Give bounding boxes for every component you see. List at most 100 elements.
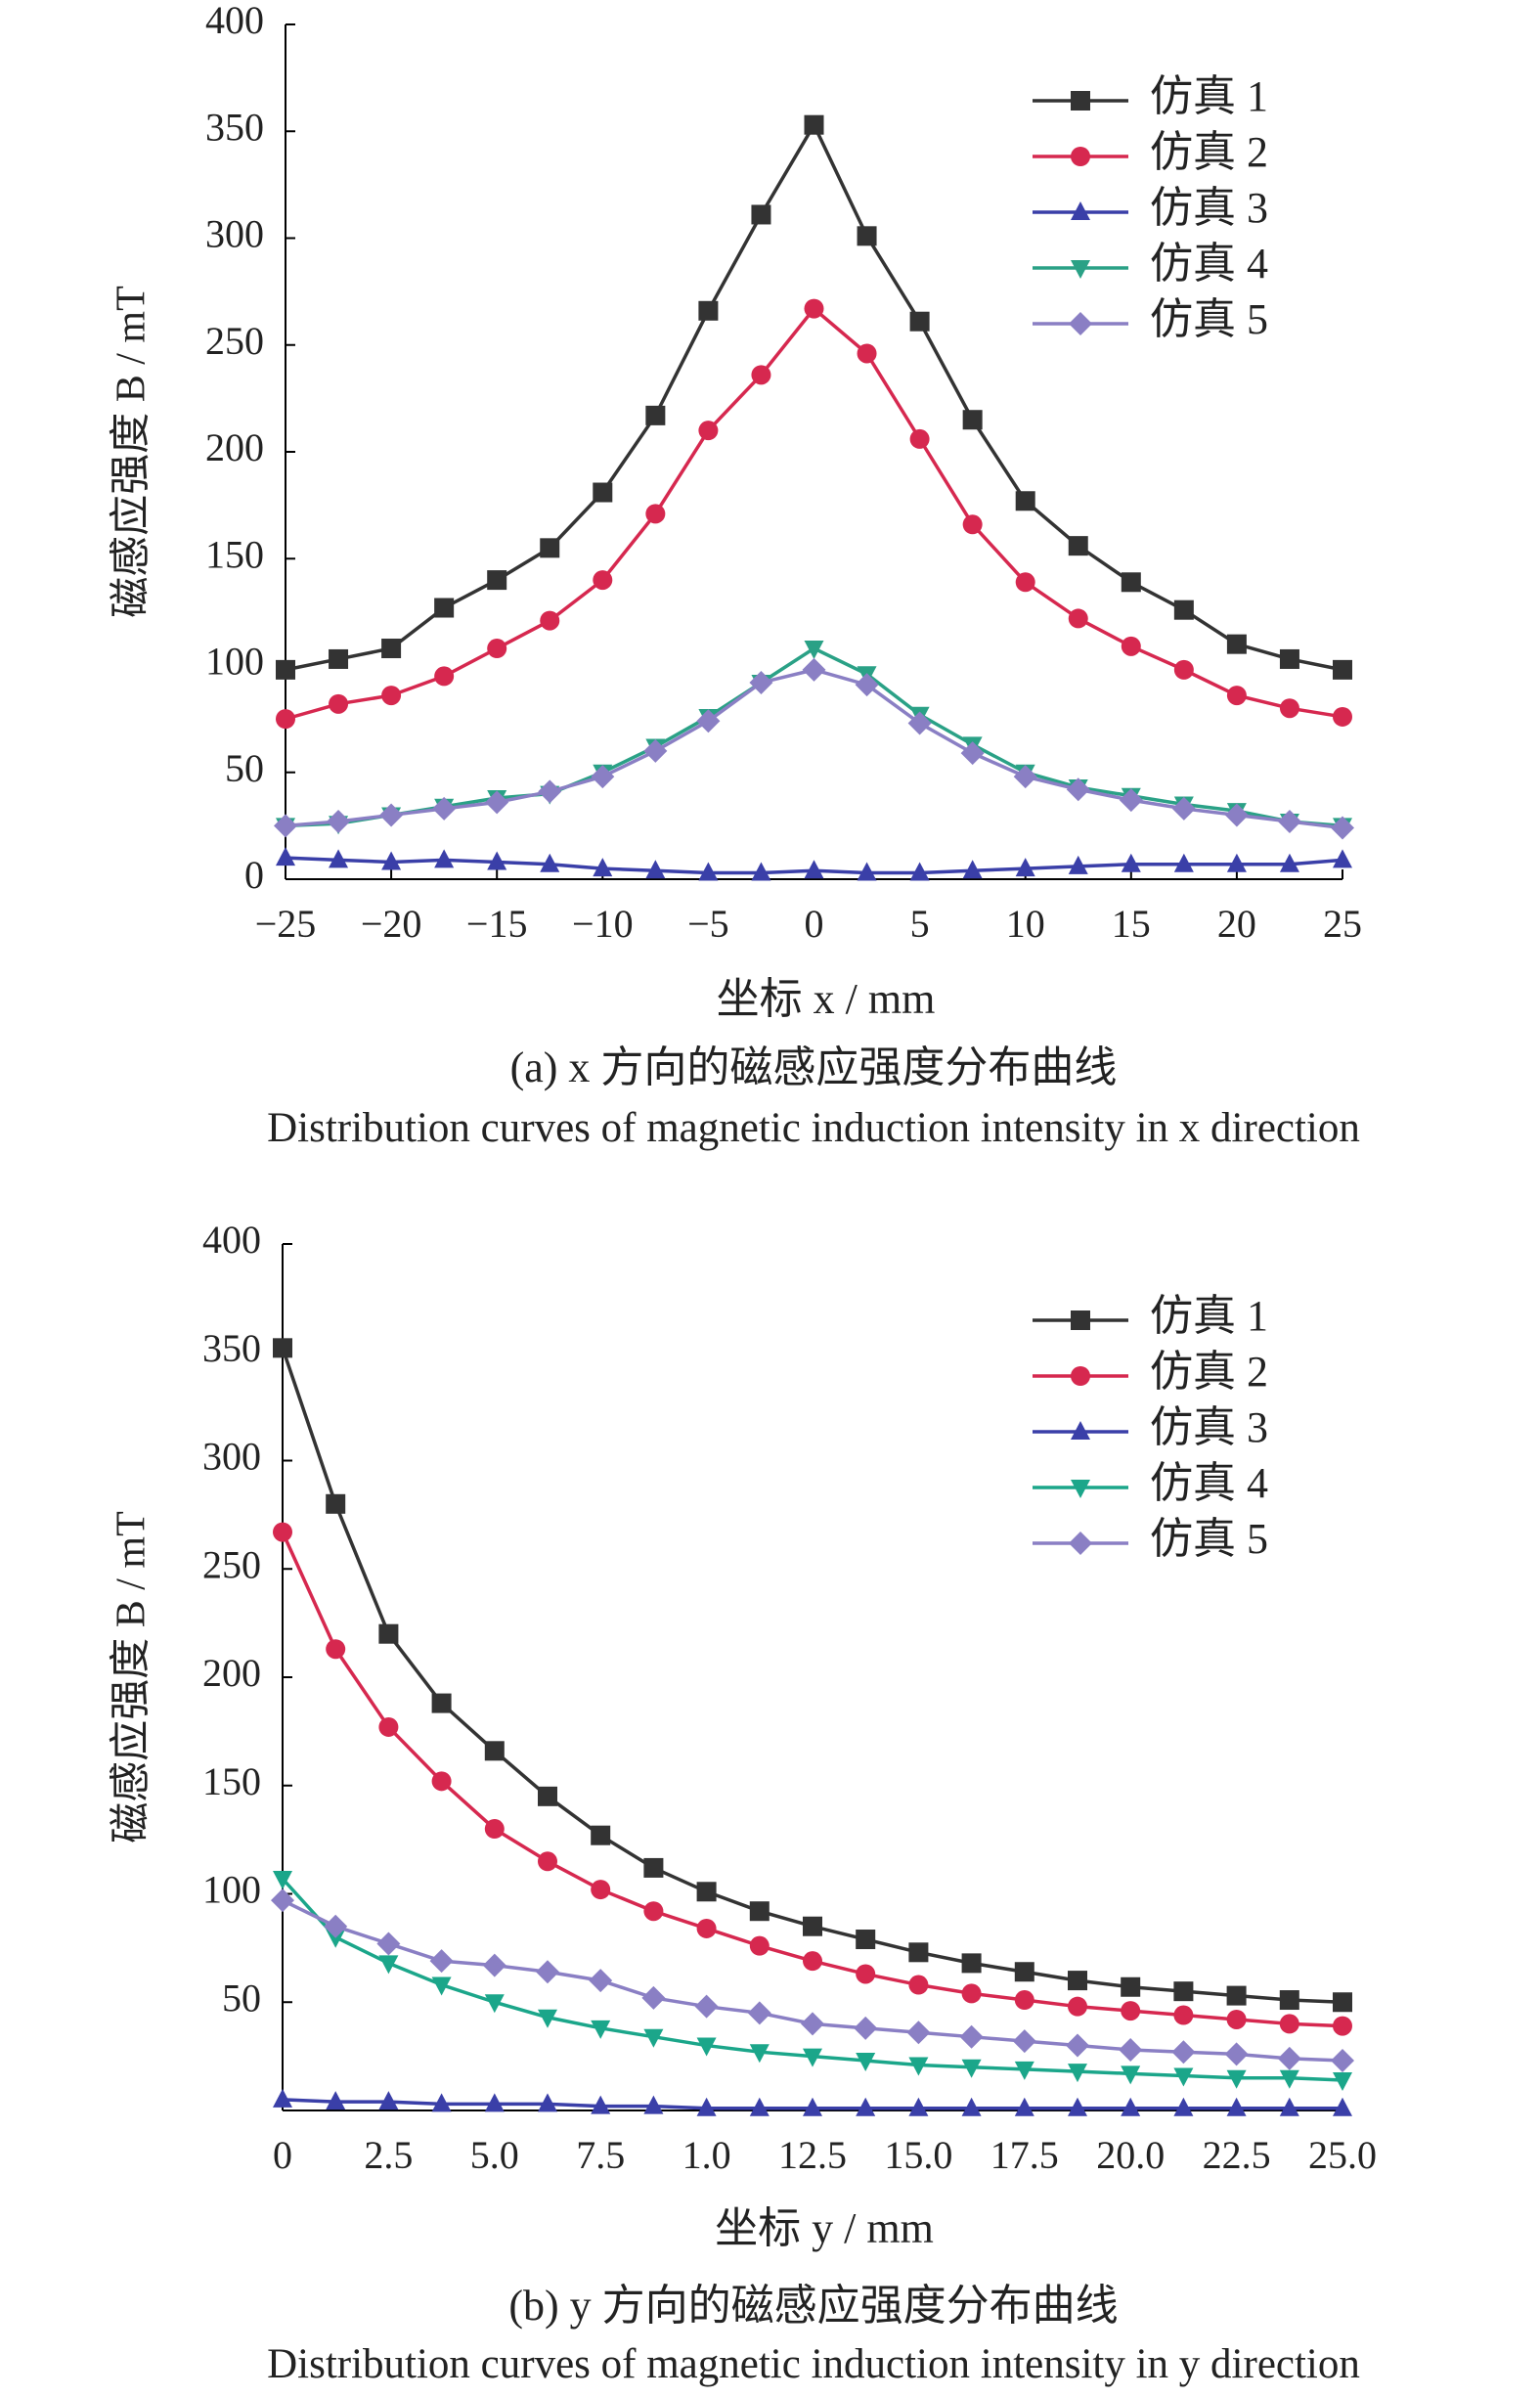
marker bbox=[431, 1693, 452, 1713]
y-tick-label: 400 bbox=[202, 1218, 261, 1262]
marker bbox=[1279, 853, 1299, 872]
marker bbox=[540, 610, 560, 631]
marker bbox=[538, 2093, 557, 2112]
marker bbox=[856, 1930, 876, 1950]
marker bbox=[1068, 2097, 1087, 2116]
marker bbox=[641, 1985, 666, 2010]
marker bbox=[698, 862, 719, 881]
marker bbox=[1071, 201, 1090, 220]
x-tick-label: 0 bbox=[273, 2133, 292, 2177]
legend-label: 仿真 3 bbox=[1150, 1403, 1268, 1451]
marker bbox=[540, 538, 560, 558]
marker bbox=[962, 410, 983, 430]
x-tick-label: 22.5 bbox=[1203, 2133, 1271, 2177]
x-tick-label: 0 bbox=[805, 902, 824, 946]
marker bbox=[643, 738, 668, 763]
marker bbox=[273, 1870, 292, 1889]
x-tick-label: 10 bbox=[1006, 902, 1045, 946]
marker bbox=[694, 1994, 719, 2019]
marker bbox=[747, 2001, 771, 2025]
marker bbox=[1333, 2071, 1352, 2091]
marker bbox=[1333, 1992, 1352, 2013]
marker bbox=[643, 2028, 664, 2048]
marker bbox=[1119, 788, 1143, 813]
marker bbox=[538, 2009, 557, 2028]
marker bbox=[589, 1969, 613, 1993]
marker bbox=[804, 298, 824, 319]
marker bbox=[749, 1901, 770, 1922]
marker bbox=[696, 709, 721, 733]
marker bbox=[854, 2016, 878, 2040]
marker bbox=[593, 482, 613, 503]
x-tick-label: 12.5 bbox=[778, 2133, 847, 2177]
marker bbox=[381, 686, 402, 706]
marker bbox=[1068, 608, 1088, 629]
marker bbox=[538, 1786, 557, 1806]
x-axis-title: 坐标 y / mm bbox=[715, 2204, 934, 2252]
marker bbox=[1226, 686, 1247, 706]
marker bbox=[1121, 2065, 1141, 2085]
marker bbox=[1226, 1985, 1247, 2006]
marker bbox=[1015, 858, 1035, 877]
marker bbox=[751, 862, 771, 881]
x-tick-label: 2.5 bbox=[364, 2133, 413, 2177]
marker bbox=[327, 810, 351, 834]
marker bbox=[1277, 2046, 1301, 2070]
marker bbox=[1173, 853, 1194, 872]
marker bbox=[276, 659, 295, 680]
marker bbox=[1279, 1990, 1299, 2011]
marker bbox=[593, 570, 613, 591]
y-tick-label: 0 bbox=[244, 853, 264, 897]
x-tick-label: −10 bbox=[572, 902, 634, 946]
marker bbox=[484, 1741, 505, 1761]
x-tick-label: −5 bbox=[687, 902, 729, 946]
marker bbox=[909, 428, 930, 449]
marker bbox=[643, 1901, 664, 1922]
marker bbox=[1121, 1976, 1141, 1997]
legend-label: 仿真 3 bbox=[1150, 184, 1268, 232]
y-tick-label: 200 bbox=[205, 425, 264, 469]
marker bbox=[857, 226, 877, 246]
marker bbox=[803, 1951, 822, 1972]
marker bbox=[1333, 2016, 1352, 2036]
marker bbox=[538, 1851, 557, 1872]
marker bbox=[591, 2020, 611, 2039]
y-tick-label: 250 bbox=[202, 1542, 261, 1586]
marker bbox=[540, 853, 560, 872]
marker bbox=[857, 862, 877, 881]
marker bbox=[1015, 572, 1035, 593]
marker bbox=[1226, 2009, 1247, 2029]
marker bbox=[1173, 600, 1194, 620]
legend-label: 仿真 4 bbox=[1150, 240, 1268, 288]
marker bbox=[1226, 634, 1247, 654]
marker bbox=[485, 790, 509, 815]
marker bbox=[908, 1942, 929, 1963]
marker bbox=[381, 851, 402, 870]
x-tick-label: 5.0 bbox=[470, 2133, 519, 2177]
marker bbox=[696, 2097, 717, 2116]
marker bbox=[909, 862, 930, 881]
y-tick-label: 300 bbox=[205, 212, 264, 256]
y-tick-label: 50 bbox=[222, 1976, 261, 2020]
marker bbox=[273, 1338, 292, 1358]
marker bbox=[276, 847, 295, 866]
marker bbox=[801, 2012, 824, 2036]
marker bbox=[1015, 491, 1035, 511]
y-tick-label: 200 bbox=[202, 1651, 261, 1695]
marker bbox=[482, 1953, 506, 1977]
marker bbox=[1226, 853, 1247, 872]
marker bbox=[381, 639, 402, 659]
marker bbox=[593, 858, 613, 877]
marker bbox=[326, 2091, 346, 2110]
y-tick-label: 350 bbox=[202, 1326, 261, 1370]
marker bbox=[1333, 659, 1352, 680]
marker bbox=[1224, 2042, 1249, 2066]
marker bbox=[1071, 91, 1090, 111]
legend-label: 仿真 1 bbox=[1150, 72, 1268, 120]
marker bbox=[1226, 2069, 1247, 2089]
x-tick-label: 25.0 bbox=[1308, 2133, 1377, 2177]
marker bbox=[1224, 803, 1249, 827]
marker bbox=[803, 2048, 822, 2067]
marker bbox=[329, 849, 349, 868]
marker bbox=[645, 860, 666, 879]
